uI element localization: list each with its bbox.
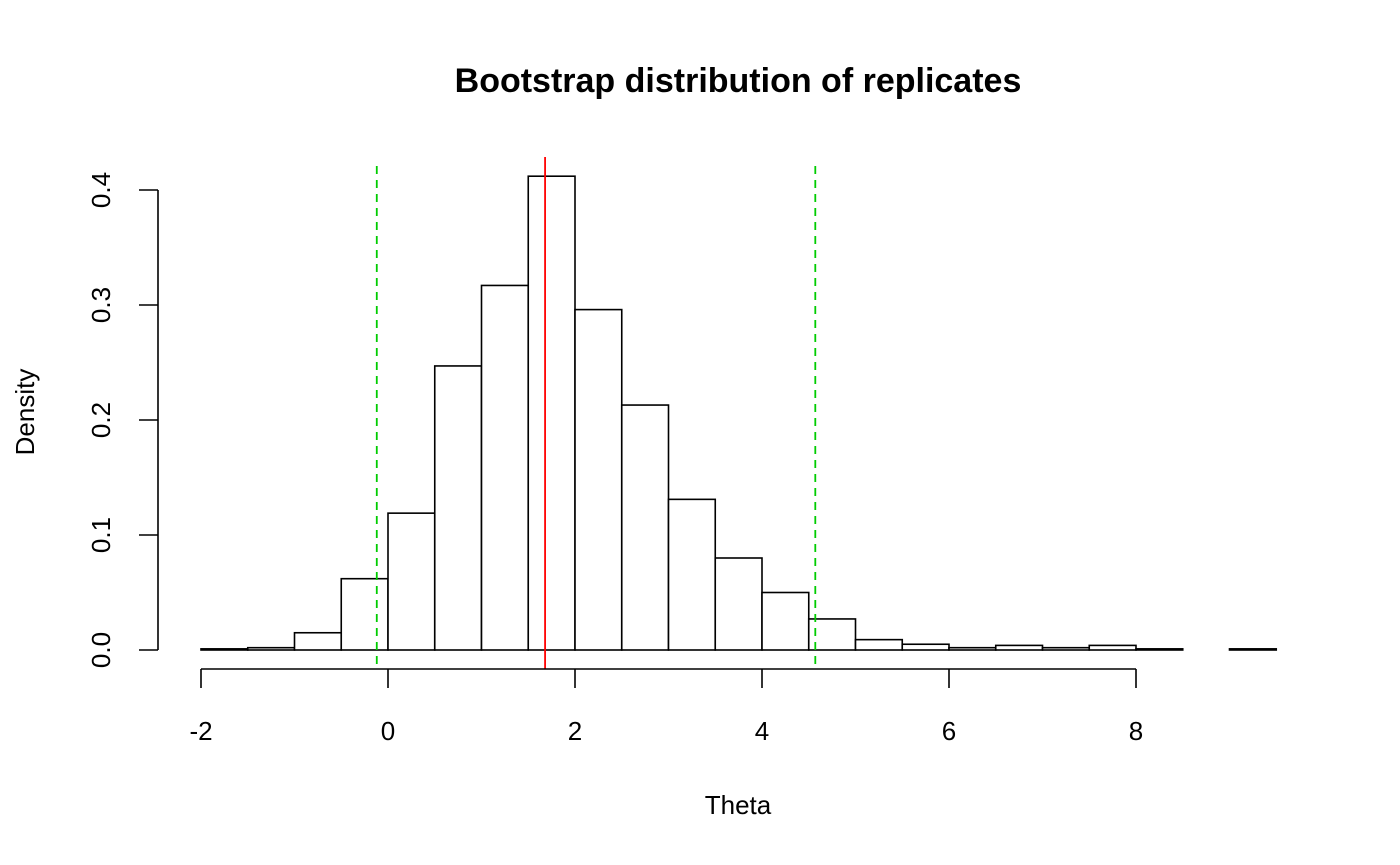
y-tick-label: 0.0 — [86, 632, 116, 668]
histogram-bar — [574, 308, 623, 651]
histogram-bar — [527, 175, 576, 651]
histogram-bar — [901, 643, 950, 651]
histogram-bar — [480, 284, 530, 651]
histogram-bar — [1228, 648, 1278, 651]
x-tick-label: 8 — [1129, 716, 1143, 746]
histogram-bar — [714, 557, 763, 651]
histogram-bar — [994, 644, 1044, 651]
histogram-bar — [854, 638, 904, 651]
histogram-bar — [433, 365, 483, 651]
y-tick-label: 0.4 — [86, 172, 116, 208]
histogram-bar — [620, 404, 670, 651]
histogram-bar — [807, 618, 857, 651]
histogram-bar — [387, 512, 436, 651]
x-tick-label: 2 — [568, 716, 582, 746]
y-axis: 0.0 0.1 0.2 0.3 0.4 — [86, 172, 159, 668]
x-axis: -2 0 2 4 6 8 — [189, 668, 1143, 746]
histogram-bar — [948, 646, 997, 651]
y-tick-label: 0.3 — [86, 287, 116, 323]
histogram-bar — [667, 498, 717, 651]
histogram-bar — [1088, 644, 1137, 651]
x-axis-label: Theta — [705, 790, 772, 820]
histogram-bar — [761, 591, 810, 651]
histogram-bar — [200, 648, 249, 651]
y-tick-label: 0.1 — [86, 517, 116, 553]
x-tick-label: -2 — [189, 716, 212, 746]
reference-lines — [375, 157, 817, 669]
x-tick-label: 4 — [755, 716, 769, 746]
histogram-bar — [1135, 648, 1184, 651]
histogram-bars — [200, 175, 1278, 651]
x-tick-label: 0 — [381, 716, 395, 746]
histogram-bar — [1041, 646, 1091, 651]
chart-title: Bootstrap distribution of replicates — [455, 62, 1022, 100]
histogram-bar — [293, 631, 343, 651]
x-tick-label: 6 — [942, 716, 956, 746]
histogram-bar — [340, 577, 389, 651]
histogram-bar — [246, 646, 296, 651]
y-tick-label: 0.2 — [86, 402, 116, 438]
y-axis-label: Density — [10, 369, 40, 456]
